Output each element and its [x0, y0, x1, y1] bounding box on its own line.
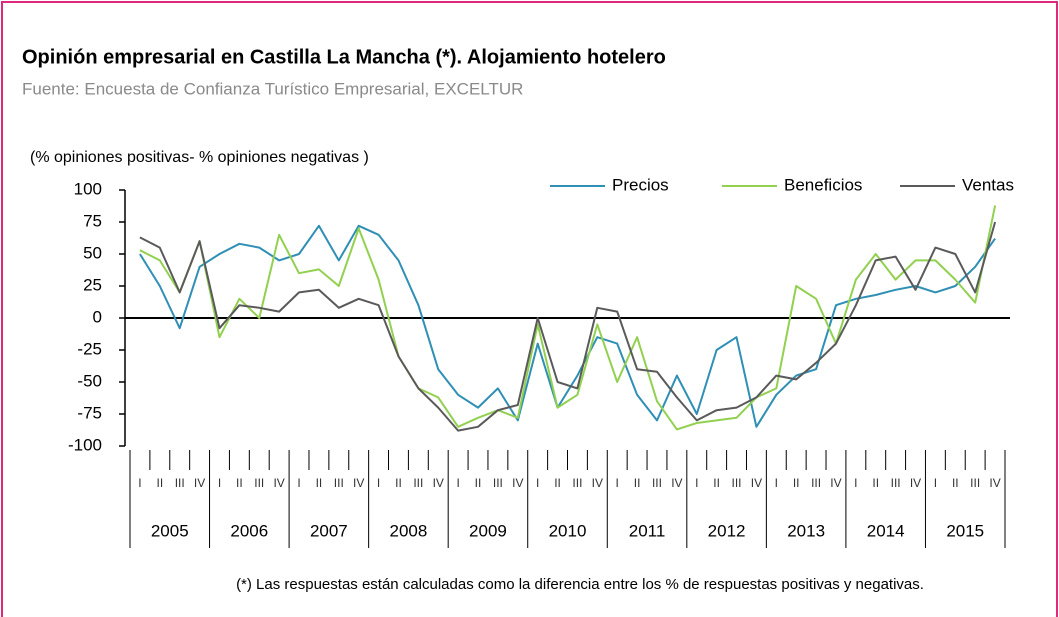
year-label: 2013 — [787, 521, 825, 540]
x-tick-label: III — [175, 476, 185, 490]
legend-label: Beneficios — [784, 175, 862, 194]
year-label: 2011 — [629, 521, 666, 540]
y-tick-label: -75 — [77, 403, 102, 422]
x-tick-label: I — [138, 476, 141, 490]
x-tick-label: IV — [433, 476, 444, 490]
y-tick-label: -25 — [77, 339, 102, 358]
y-tick-label: 50 — [83, 243, 102, 262]
x-tick-label: I — [456, 476, 459, 490]
y-tick-label: 100 — [74, 179, 102, 198]
series-line — [139, 224, 996, 428]
series-line — [139, 205, 997, 431]
x-tick-label: II — [316, 476, 323, 490]
chart-subtitle: Fuente: Encuesta de Confianza Turístico … — [22, 79, 523, 98]
year-label: 2008 — [389, 521, 427, 540]
x-tick-label: IV — [194, 476, 205, 490]
x-tick-label: II — [395, 476, 402, 490]
x-tick-label: I — [934, 476, 937, 490]
x-tick-label: IV — [512, 476, 523, 490]
y-tick-label: 0 — [93, 307, 102, 326]
x-tick-label: III — [891, 476, 901, 490]
series-line — [139, 221, 997, 432]
x-tick-label: I — [377, 476, 380, 490]
x-tick-label: III — [732, 476, 742, 490]
year-label: 2010 — [549, 521, 587, 540]
year-label: 2009 — [469, 521, 507, 540]
x-tick-label: III — [254, 476, 264, 490]
x-tick-label: IV — [751, 476, 762, 490]
x-tick-label: I — [775, 476, 778, 490]
x-tick-label: II — [793, 476, 800, 490]
y-tick-label: -100 — [68, 435, 102, 454]
x-tick-label: II — [713, 476, 720, 490]
y-tick-label: -50 — [77, 371, 102, 390]
x-tick-label: III — [970, 476, 980, 490]
x-tick-label: II — [952, 476, 959, 490]
y-tick-label: 75 — [83, 211, 102, 230]
x-tick-label: II — [634, 476, 641, 490]
x-tick-label: IV — [910, 476, 921, 490]
x-tick-label: II — [475, 476, 482, 490]
x-tick-label: IV — [273, 476, 284, 490]
chart-title: Opinión empresarial en Castilla La Manch… — [22, 46, 666, 68]
year-label: 2015 — [946, 521, 984, 540]
x-tick-label: IV — [671, 476, 682, 490]
x-tick-label: III — [334, 476, 344, 490]
legend-label: Precios — [612, 175, 669, 194]
year-label: 2006 — [230, 521, 268, 540]
footnote: (*) Las respuestas están calculadas como… — [236, 576, 924, 593]
year-label: 2014 — [867, 521, 905, 540]
x-tick-label: III — [413, 476, 423, 490]
x-tick-label: II — [554, 476, 561, 490]
x-tick-label: I — [854, 476, 857, 490]
x-tick-label: I — [297, 476, 300, 490]
x-tick-label: III — [493, 476, 503, 490]
year-label: 2007 — [310, 521, 348, 540]
x-tick-label: I — [695, 476, 698, 490]
x-tick-label: II — [236, 476, 243, 490]
year-label: 2005 — [151, 521, 189, 540]
x-tick-label: I — [218, 476, 221, 490]
y-tick-label: 25 — [83, 275, 102, 294]
y-axis-label: (% opiniones positivas- % opiniones nega… — [30, 149, 369, 166]
x-tick-label: IV — [989, 476, 1000, 490]
x-tick-label: II — [156, 476, 163, 490]
x-tick-label: IV — [830, 476, 841, 490]
x-tick-label: III — [811, 476, 821, 490]
year-label: 2012 — [708, 521, 746, 540]
legend-label: Ventas — [962, 175, 1014, 194]
x-tick-label: III — [652, 476, 662, 490]
x-tick-label: IV — [592, 476, 603, 490]
x-tick-label: III — [572, 476, 582, 490]
x-tick-label: II — [872, 476, 879, 490]
x-tick-label: IV — [353, 476, 364, 490]
x-tick-label: I — [536, 476, 539, 490]
x-tick-label: I — [616, 476, 619, 490]
